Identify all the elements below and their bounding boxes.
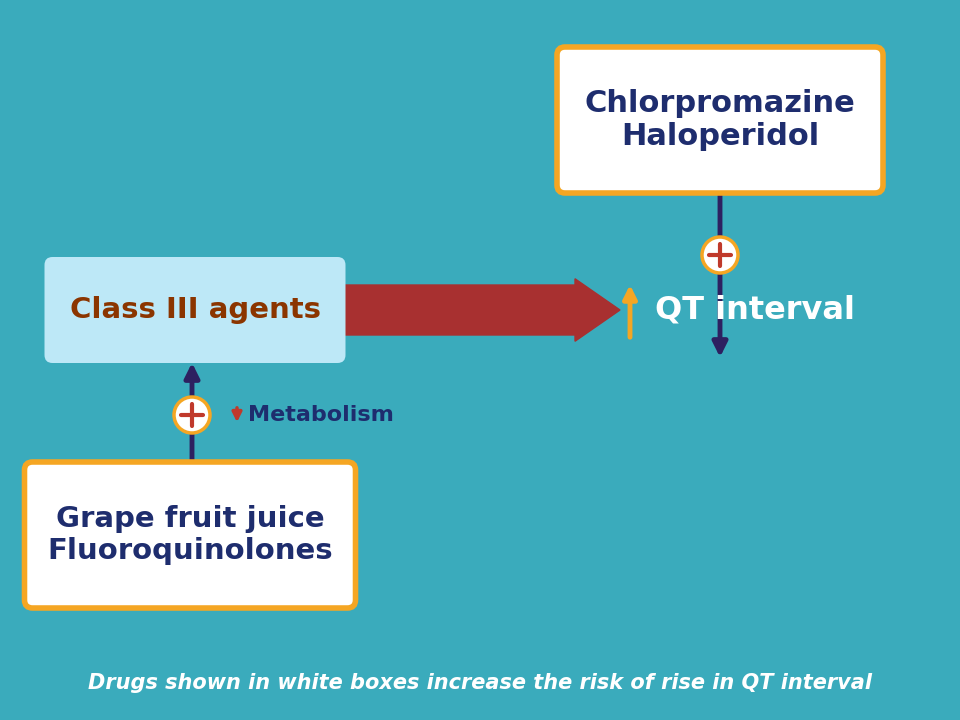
Text: Grape fruit juice
Fluoroquinolones: Grape fruit juice Fluoroquinolones — [47, 505, 333, 565]
Circle shape — [702, 237, 738, 273]
FancyBboxPatch shape — [44, 257, 346, 363]
Text: Drugs shown in white boxes increase the risk of rise in QT interval: Drugs shown in white boxes increase the … — [88, 673, 872, 693]
FancyBboxPatch shape — [557, 47, 883, 193]
Text: Metabolism: Metabolism — [248, 405, 394, 425]
Text: Chlorpromazine
Haloperidol: Chlorpromazine Haloperidol — [585, 89, 855, 151]
Text: Class III agents: Class III agents — [69, 296, 321, 324]
Circle shape — [174, 397, 210, 433]
Text: QT interval: QT interval — [655, 294, 855, 325]
FancyBboxPatch shape — [25, 462, 355, 608]
FancyArrow shape — [340, 279, 620, 341]
